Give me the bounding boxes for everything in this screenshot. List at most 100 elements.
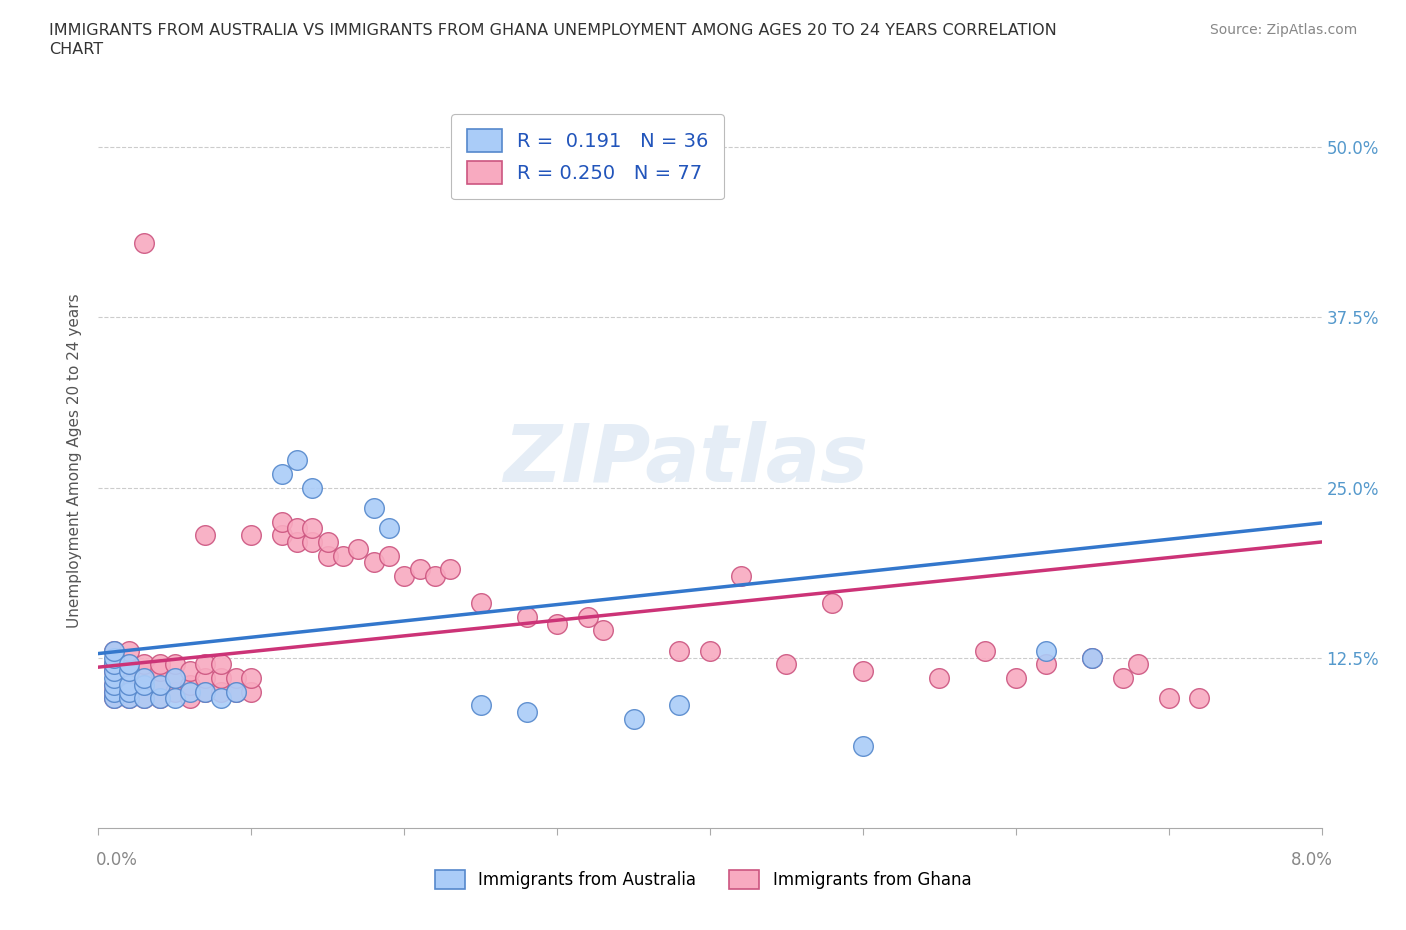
Point bbox=[149, 657, 172, 671]
Point bbox=[194, 671, 217, 685]
Point bbox=[179, 691, 201, 706]
Point bbox=[270, 514, 294, 529]
Point bbox=[408, 562, 430, 577]
Point bbox=[285, 535, 308, 550]
Point bbox=[118, 684, 141, 699]
Point bbox=[592, 623, 614, 638]
Point bbox=[103, 657, 125, 671]
Point bbox=[118, 644, 141, 658]
Point bbox=[103, 644, 125, 658]
Point bbox=[852, 738, 875, 753]
Point bbox=[1035, 657, 1057, 671]
Point bbox=[301, 480, 323, 495]
Y-axis label: Unemployment Among Ages 20 to 24 years: Unemployment Among Ages 20 to 24 years bbox=[66, 293, 82, 628]
Point bbox=[103, 691, 125, 706]
Point bbox=[470, 698, 492, 712]
Point bbox=[928, 671, 950, 685]
Point bbox=[163, 671, 186, 685]
Point bbox=[240, 684, 263, 699]
Point bbox=[240, 671, 263, 685]
Point bbox=[470, 596, 492, 611]
Point bbox=[134, 677, 156, 692]
Point bbox=[363, 555, 385, 570]
Text: 8.0%: 8.0% bbox=[1291, 851, 1333, 870]
Point bbox=[149, 677, 172, 692]
Point bbox=[699, 644, 721, 658]
Point bbox=[1035, 644, 1057, 658]
Point bbox=[1004, 671, 1026, 685]
Point bbox=[179, 677, 201, 692]
Point bbox=[668, 698, 690, 712]
Point bbox=[179, 684, 201, 699]
Point bbox=[194, 527, 217, 542]
Point bbox=[118, 657, 141, 671]
Point bbox=[149, 664, 172, 679]
Point bbox=[225, 684, 247, 699]
Point bbox=[775, 657, 797, 671]
Point bbox=[118, 677, 141, 692]
Point bbox=[423, 568, 446, 583]
Point bbox=[516, 609, 538, 624]
Point bbox=[134, 664, 156, 679]
Point bbox=[332, 548, 354, 563]
Point bbox=[194, 684, 217, 699]
Point bbox=[1081, 650, 1104, 665]
Point bbox=[1112, 671, 1135, 685]
Point bbox=[103, 671, 125, 685]
Point bbox=[730, 568, 752, 583]
Point bbox=[134, 235, 156, 250]
Point bbox=[378, 548, 401, 563]
Point bbox=[179, 664, 201, 679]
Text: Source: ZipAtlas.com: Source: ZipAtlas.com bbox=[1209, 23, 1357, 37]
Point bbox=[103, 684, 125, 699]
Point bbox=[103, 684, 125, 699]
Point bbox=[240, 527, 263, 542]
Point bbox=[149, 691, 172, 706]
Point bbox=[194, 684, 217, 699]
Point bbox=[821, 596, 844, 611]
Point bbox=[209, 684, 232, 699]
Point bbox=[285, 521, 308, 536]
Point bbox=[149, 677, 172, 692]
Point bbox=[194, 657, 217, 671]
Point bbox=[516, 705, 538, 720]
Point bbox=[209, 691, 232, 706]
Point bbox=[1188, 691, 1211, 706]
Point bbox=[392, 568, 416, 583]
Point bbox=[134, 677, 156, 692]
Point bbox=[118, 677, 141, 692]
Text: 0.0%: 0.0% bbox=[96, 851, 138, 870]
Point bbox=[118, 691, 141, 706]
Point bbox=[163, 671, 186, 685]
Point bbox=[225, 671, 247, 685]
Point bbox=[668, 644, 690, 658]
Legend: Immigrants from Australia, Immigrants from Ghana: Immigrants from Australia, Immigrants fr… bbox=[427, 863, 979, 896]
Point bbox=[225, 684, 247, 699]
Legend: R =  0.191   N = 36, R = 0.250   N = 77: R = 0.191 N = 36, R = 0.250 N = 77 bbox=[451, 113, 724, 200]
Point bbox=[209, 657, 232, 671]
Point bbox=[270, 527, 294, 542]
Point bbox=[103, 657, 125, 671]
Point bbox=[134, 657, 156, 671]
Point bbox=[301, 521, 323, 536]
Text: IMMIGRANTS FROM AUSTRALIA VS IMMIGRANTS FROM GHANA UNEMPLOYMENT AMONG AGES 20 TO: IMMIGRANTS FROM AUSTRALIA VS IMMIGRANTS … bbox=[49, 23, 1057, 38]
Point bbox=[1081, 650, 1104, 665]
Point bbox=[285, 453, 308, 468]
Point bbox=[134, 671, 156, 685]
Point bbox=[316, 548, 339, 563]
Point bbox=[118, 657, 141, 671]
Point bbox=[163, 657, 186, 671]
Point bbox=[163, 684, 186, 699]
Point bbox=[378, 521, 401, 536]
Point bbox=[347, 541, 370, 556]
Text: CHART: CHART bbox=[49, 42, 103, 57]
Point bbox=[316, 535, 339, 550]
Point bbox=[103, 677, 125, 692]
Point bbox=[974, 644, 997, 658]
Text: ZIPatlas: ZIPatlas bbox=[503, 421, 868, 499]
Point bbox=[103, 664, 125, 679]
Point bbox=[149, 691, 172, 706]
Point bbox=[103, 644, 125, 658]
Point bbox=[209, 671, 232, 685]
Point bbox=[852, 664, 875, 679]
